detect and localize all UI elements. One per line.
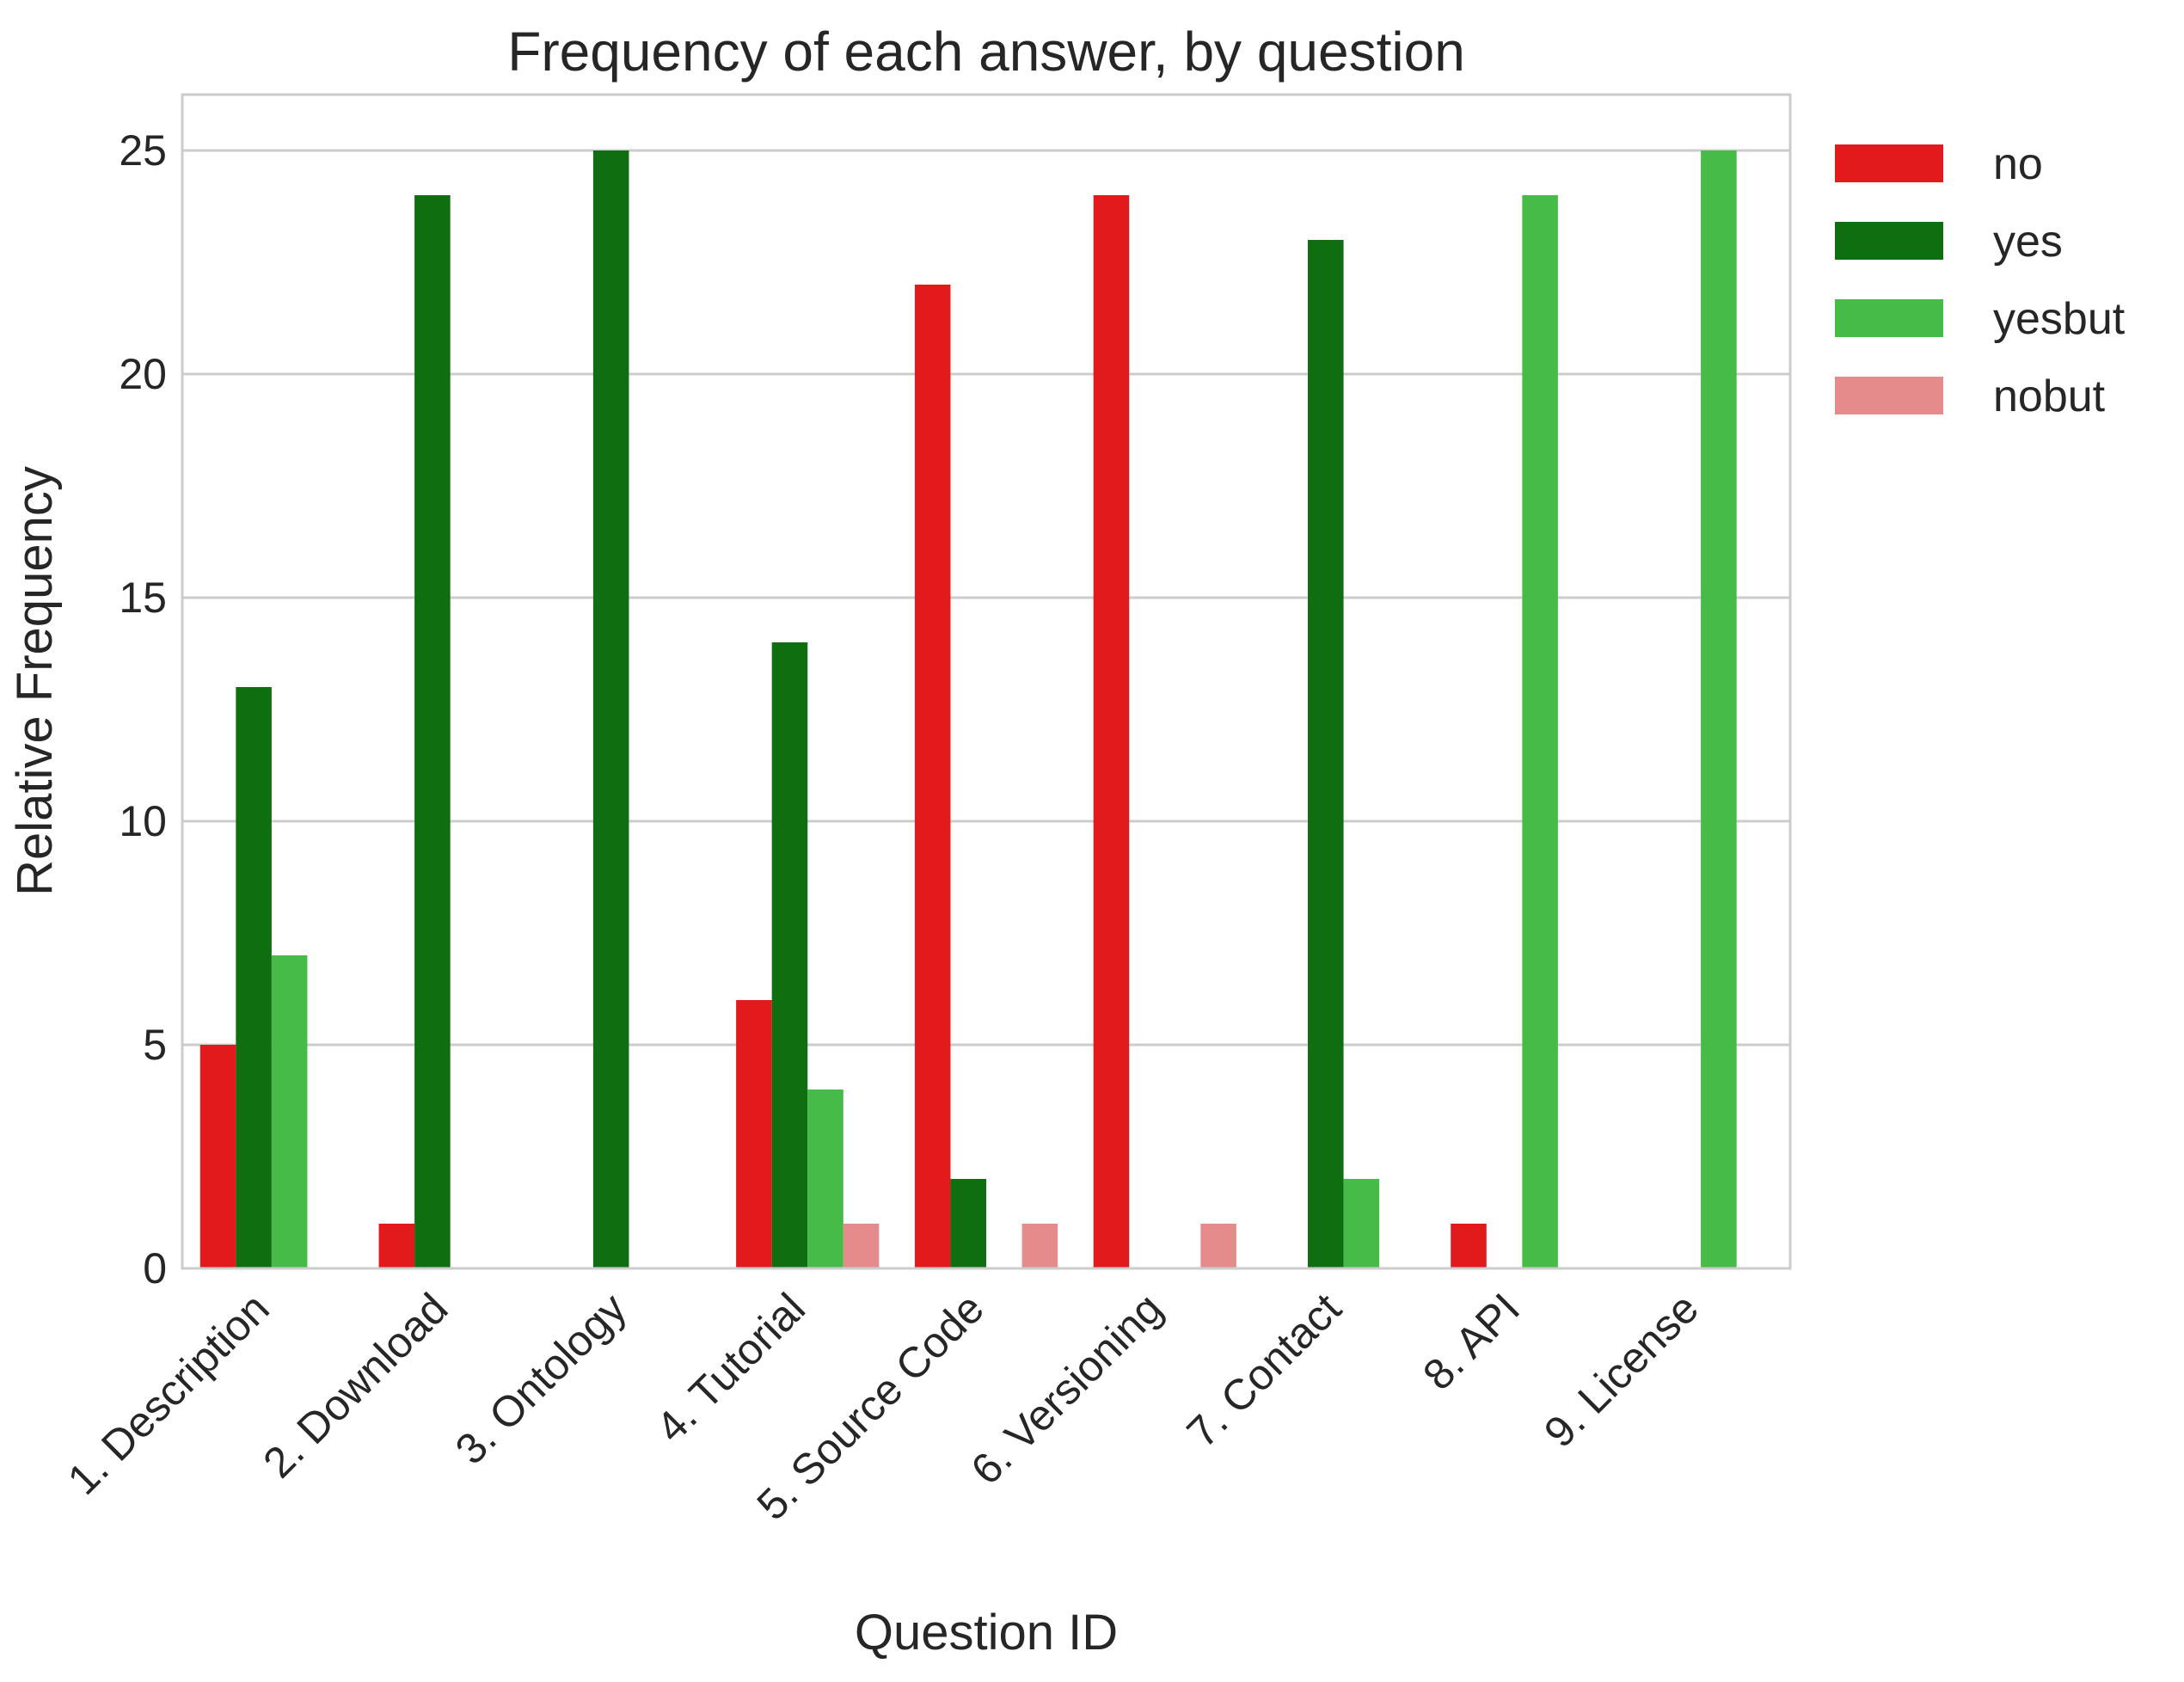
bar-no-4 <box>736 1000 772 1268</box>
y-tick-label: 20 <box>119 350 167 398</box>
x-tick-label: 8. API <box>1414 1284 1529 1399</box>
legend-label-yes: yes <box>1993 217 2063 267</box>
y-tick-label: 10 <box>119 797 167 845</box>
bar-nobut-4 <box>843 1224 880 1268</box>
legend-swatch-yesbut <box>1835 299 1943 337</box>
x-tick-label: 4. Tutorial <box>647 1284 814 1452</box>
plot-frame <box>181 93 1792 1270</box>
x-tick-label: 6. Versioning <box>962 1284 1172 1494</box>
bars <box>199 150 1737 1268</box>
legend: no yes yesbut nobut <box>1835 139 2126 421</box>
legend-swatch-nobut <box>1835 377 1943 414</box>
bar-yes-3 <box>592 150 629 1268</box>
y-axis-label: Relative Frequency <box>7 466 63 896</box>
legend-swatch-no <box>1835 144 1943 182</box>
legend-label-nobut: nobut <box>1993 371 2106 421</box>
bar-yes-1 <box>236 687 272 1268</box>
bar-yes-5 <box>950 1179 986 1268</box>
y-tick-label: 5 <box>143 1021 167 1069</box>
legend-label-yesbut: yesbut <box>1993 294 2126 344</box>
bar-nobut-6 <box>1200 1224 1236 1268</box>
y-tick-label: 15 <box>119 574 167 622</box>
x-tick-label: 1. Description <box>58 1284 279 1504</box>
chart-title: Frequency of each answer, by question <box>507 21 1465 83</box>
bar-no-6 <box>1093 195 1130 1268</box>
bar-yesbut-7 <box>1343 1179 1380 1268</box>
legend-swatch-yes <box>1835 222 1943 260</box>
bar-yes-4 <box>771 642 808 1268</box>
bar-yes-2 <box>414 195 451 1268</box>
bar-yesbut-9 <box>1701 150 1737 1268</box>
bar-yesbut-4 <box>807 1090 844 1268</box>
bar-no-1 <box>199 1045 236 1268</box>
x-tick-label: 2. Download <box>254 1284 457 1487</box>
bar-yesbut-1 <box>271 955 308 1268</box>
legend-label-no: no <box>1993 139 2043 189</box>
y-tick-labels: 0 5 10 15 20 25 <box>119 126 167 1292</box>
bar-yes-7 <box>1308 240 1344 1268</box>
x-tick-label: 3. Ontology <box>446 1284 635 1473</box>
bar-no-8 <box>1451 1224 1487 1268</box>
y-tick-label: 0 <box>143 1244 167 1292</box>
bar-no-5 <box>914 285 951 1268</box>
x-axis-label: Question ID <box>855 1605 1118 1661</box>
bar-yesbut-8 <box>1522 195 1558 1268</box>
x-tick-label: 9. License <box>1535 1284 1708 1457</box>
bar-no-2 <box>378 1224 415 1268</box>
x-tick-label: 7. Contact <box>1178 1284 1351 1457</box>
bar-nobut-5 <box>1021 1224 1058 1268</box>
y-tick-label: 25 <box>119 126 167 175</box>
